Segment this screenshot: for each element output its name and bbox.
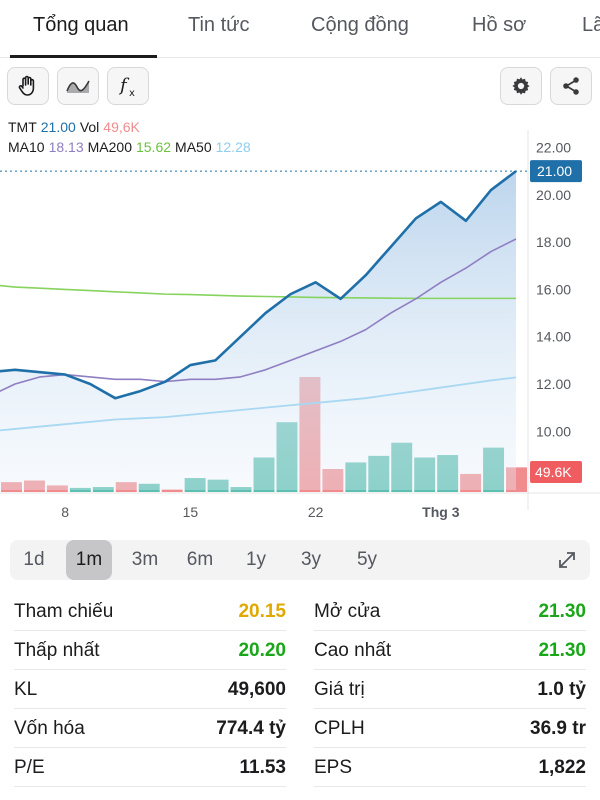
stat-row-pe: P/E 11.53 xyxy=(14,749,286,787)
tab-more[interactable]: Lã xyxy=(582,14,600,36)
stat-label: Tham chiếu xyxy=(14,601,114,622)
stat-value-low: 20.20 xyxy=(238,640,286,661)
series-line-tmt xyxy=(0,170,517,400)
stat-value-volume: 49,600 xyxy=(227,679,286,700)
y-tick-label: 14.00 xyxy=(536,329,571,345)
volume-label: Vol xyxy=(79,119,100,135)
stat-value-high: 21.30 xyxy=(538,640,586,661)
wave-icon xyxy=(66,80,90,93)
ma200-label: MA200 xyxy=(87,139,132,155)
current-price-label: 21.00 xyxy=(537,163,572,179)
stat-label: Vốn hóa xyxy=(14,718,85,739)
ma-legend: MA10 18.13 MA200 15.62 MA50 12.28 xyxy=(8,139,255,155)
volume-bar xyxy=(161,489,183,492)
y-tick-label: 16.00 xyxy=(536,281,571,297)
stat-value-market-cap: 774.4 tỷ xyxy=(216,718,286,739)
chart-style-button[interactable] xyxy=(57,67,99,105)
ma50-value: 12.28 xyxy=(215,139,251,155)
share-icon xyxy=(563,77,579,95)
stat-label: Giá trị xyxy=(314,679,365,700)
price-area xyxy=(0,171,516,490)
range-1y-button[interactable]: 1y xyxy=(245,549,267,570)
tab-bar: Tổng quan Tin tức Cộng đồng Hồ sơ Lã xyxy=(0,0,600,58)
price-chart[interactable]: 22.00 20.00 18.00 16.00 14.00 12.00 10.00 21.00… xyxy=(0,130,600,530)
stat-value-shares: 36.9 tr xyxy=(530,718,586,739)
price-legend: TMT 21.00 Vol 49,6K xyxy=(8,119,144,135)
stat-row-shares: CPLH 36.9 tr xyxy=(314,710,586,748)
current-volume-label: 49.6K xyxy=(535,464,572,480)
stat-value-open: 21.30 xyxy=(538,601,586,622)
stat-row-low: Thấp nhất 20.20 xyxy=(14,632,286,670)
range-5y-button[interactable]: 5y xyxy=(356,549,378,570)
stat-row-market-cap: Vốn hóa 774.4 tỷ xyxy=(14,710,286,748)
stat-row-reference: Tham chiếu 20.15 xyxy=(14,593,286,631)
time-range-selector: 1d 1m 3m 6m 1y 3y 5y xyxy=(10,540,590,580)
stat-row-volume: KL 49,600 xyxy=(14,671,286,709)
settings-button[interactable] xyxy=(500,67,542,105)
stat-label: EPS xyxy=(314,757,353,778)
stat-row-eps: EPS 1,822 xyxy=(314,749,586,787)
x-tick-label: 8 xyxy=(61,504,69,520)
stat-label: P/E xyxy=(14,757,45,778)
range-1d-button[interactable]: 1d xyxy=(23,549,45,570)
y-tick-label: 10.00 xyxy=(536,423,571,439)
x-tick-label: 22 xyxy=(308,504,324,520)
tab-profile[interactable]: Hồ sơ xyxy=(472,14,527,36)
ticker-price: 21.00 xyxy=(40,119,76,135)
stat-row-open: Mở cửa 21.30 xyxy=(314,593,586,631)
stat-label: Cao nhất xyxy=(314,640,392,661)
function-icon: f x xyxy=(118,75,135,99)
x-tick-label: 15 xyxy=(183,504,199,520)
stat-label: KL xyxy=(14,679,38,700)
stat-value-eps: 1,822 xyxy=(538,757,586,778)
range-3y-button[interactable]: 3y xyxy=(300,549,322,570)
series-line-ma10 xyxy=(0,238,517,392)
y-tick-label: 20.00 xyxy=(536,187,571,203)
share-button[interactable] xyxy=(550,67,592,105)
current-volume-badge xyxy=(530,461,582,483)
ma10-value: 18.13 xyxy=(48,139,84,155)
gear-icon xyxy=(512,77,530,95)
current-price-badge xyxy=(530,160,582,183)
stat-row-value: Giá trị 1.0 tỷ xyxy=(314,671,586,709)
indicator-button[interactable]: f x xyxy=(107,67,149,105)
volume-value: 49,6K xyxy=(103,119,140,135)
expand-icon[interactable] xyxy=(554,548,580,572)
stat-row-high: Cao nhất 21.30 xyxy=(314,632,586,670)
hand-icon xyxy=(18,75,35,96)
tab-overview[interactable]: Tổng quan xyxy=(33,14,129,36)
y-tick-label: 12.00 xyxy=(536,376,571,392)
range-1m-button[interactable]: 1m xyxy=(66,540,112,580)
range-3m-button[interactable]: 3m xyxy=(131,549,159,570)
stat-value-reference: 20.15 xyxy=(238,601,286,622)
stat-value-pe: 11.53 xyxy=(239,757,287,778)
active-tab-indicator xyxy=(10,55,157,58)
tab-community[interactable]: Cộng đồng xyxy=(311,14,409,36)
y-tick-label: 18.00 xyxy=(536,234,571,250)
series-line-ma200 xyxy=(0,284,516,300)
svg-text:x: x xyxy=(129,88,135,99)
ma50-label: MA50 xyxy=(175,139,212,155)
series-line-ma50 xyxy=(0,376,517,432)
y-tick-label: 22.00 xyxy=(536,140,571,156)
tab-news[interactable]: Tin tức xyxy=(188,14,250,36)
stat-label: CPLH xyxy=(314,718,365,739)
stat-label: Mở cửa xyxy=(314,601,381,622)
x-tick-label: Thg 3 xyxy=(422,504,460,520)
ma10-label: MA10 xyxy=(8,139,45,155)
ma200-value: 15.62 xyxy=(135,139,172,155)
stat-value-trade-value: 1.0 tỷ xyxy=(537,679,586,700)
ticker-symbol: TMT xyxy=(8,119,37,135)
hand-tool-button[interactable] xyxy=(7,67,49,105)
stat-label: Thấp nhất xyxy=(14,640,100,661)
range-6m-button[interactable]: 6m xyxy=(186,549,214,570)
